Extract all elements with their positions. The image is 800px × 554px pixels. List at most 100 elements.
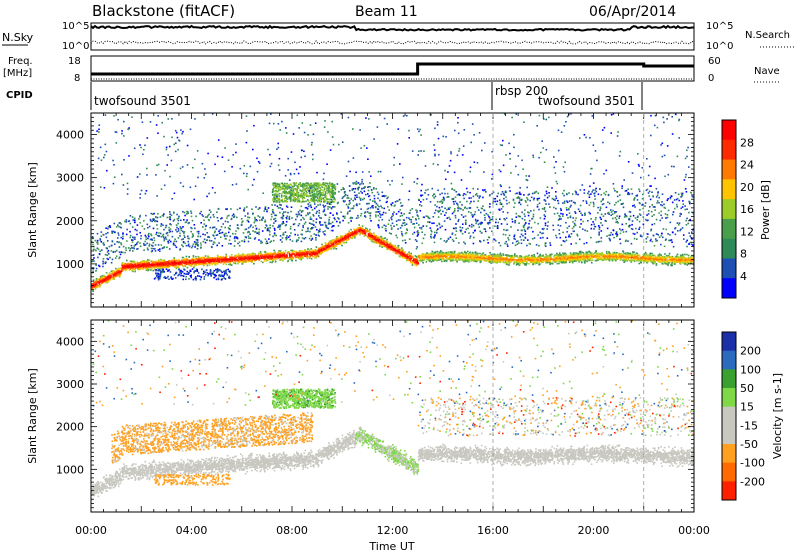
power-echo <box>258 252 260 255</box>
power-echo <box>548 255 550 258</box>
power-echo <box>495 259 498 262</box>
power-echo <box>507 261 510 263</box>
power-echo <box>393 248 396 251</box>
power-echo <box>321 243 323 246</box>
power-echo <box>165 261 167 264</box>
power-echo <box>443 252 446 255</box>
power-echo <box>426 258 428 261</box>
power-echo <box>194 259 196 261</box>
power-echo <box>634 258 636 260</box>
power-echo <box>677 256 680 258</box>
power-echo <box>469 256 472 259</box>
power-echo <box>195 261 197 263</box>
power-echo <box>551 262 554 265</box>
power-echo <box>494 261 497 263</box>
power-echo <box>504 261 507 264</box>
power-echo <box>225 253 227 256</box>
power-echo <box>121 264 123 267</box>
power-echo <box>403 255 406 257</box>
power-echo <box>659 256 662 258</box>
power-echo <box>150 263 153 265</box>
power-echo <box>610 258 612 260</box>
power-echo <box>549 260 551 263</box>
power-echo <box>327 249 329 251</box>
power-echo <box>606 255 608 257</box>
power-echo <box>623 259 626 261</box>
power-echo <box>512 259 514 261</box>
power-echo <box>353 234 355 237</box>
power-echo <box>460 258 462 261</box>
power-echo <box>470 258 472 261</box>
power-echo <box>365 234 367 237</box>
power-echo <box>265 254 267 256</box>
power-echo <box>539 263 541 265</box>
power-echo <box>120 267 123 270</box>
power-echo <box>382 239 384 241</box>
power-echo <box>142 266 145 269</box>
power-echo <box>319 251 322 253</box>
power-echo <box>396 250 398 252</box>
power-echo <box>93 281 95 284</box>
power-echo <box>401 247 403 249</box>
power-echo <box>603 258 606 261</box>
power-echo <box>309 249 311 251</box>
power-echo <box>636 259 638 262</box>
power-echo <box>400 252 402 254</box>
power-echo <box>570 258 573 260</box>
power-echo <box>510 261 513 263</box>
power-echo <box>607 252 610 255</box>
power-echo <box>582 257 584 260</box>
power-echo <box>315 256 317 259</box>
power-echo <box>517 263 519 266</box>
power-echo <box>315 256 317 258</box>
power-echo <box>580 257 583 260</box>
power-echo <box>224 260 226 262</box>
power-echo <box>123 265 126 267</box>
power-echo <box>426 255 429 258</box>
power-echo <box>125 264 127 267</box>
nsky-tick-high: 10^5 <box>62 21 89 32</box>
cpid-segment-3: twofsound 3501 <box>538 94 635 108</box>
power-echo <box>399 255 401 258</box>
power-echo <box>654 256 656 259</box>
power-echo <box>145 268 148 270</box>
power-echo <box>610 255 613 258</box>
power-echo <box>414 258 416 261</box>
power-echo <box>570 254 572 256</box>
power-echo <box>242 253 244 255</box>
power-echo <box>258 257 260 259</box>
power-echo <box>394 244 397 247</box>
power-echo <box>659 258 662 261</box>
power-echo <box>475 254 478 256</box>
power-echo <box>442 254 444 256</box>
power-echo <box>153 266 156 269</box>
power-echo <box>394 246 397 249</box>
power-echo <box>520 255 523 258</box>
nsky-tick-low: 10^0 <box>62 41 89 52</box>
power-echo <box>417 259 419 262</box>
power-echo <box>105 272 108 274</box>
power-echo <box>488 255 490 257</box>
power-echo <box>114 270 116 272</box>
power-echo <box>680 255 682 257</box>
power-echo <box>195 255 197 258</box>
power-echo <box>247 260 249 263</box>
power-echo <box>632 252 634 254</box>
power-echo <box>429 252 431 255</box>
power-echo <box>339 235 342 237</box>
power-echo <box>500 259 502 261</box>
power-echo <box>615 258 617 261</box>
power-echo <box>367 234 370 236</box>
power-echo <box>95 280 97 283</box>
power-echo <box>209 262 212 264</box>
power-echo <box>243 256 246 259</box>
power-echo <box>173 266 176 268</box>
power-echo <box>179 263 182 265</box>
power-echo <box>229 263 232 266</box>
power-echo <box>174 261 177 264</box>
power-echo <box>253 262 255 265</box>
power-echo <box>296 256 298 258</box>
power-echo <box>527 256 530 258</box>
power-echo <box>366 228 368 230</box>
freq-label-line1: Freq. <box>8 56 33 67</box>
